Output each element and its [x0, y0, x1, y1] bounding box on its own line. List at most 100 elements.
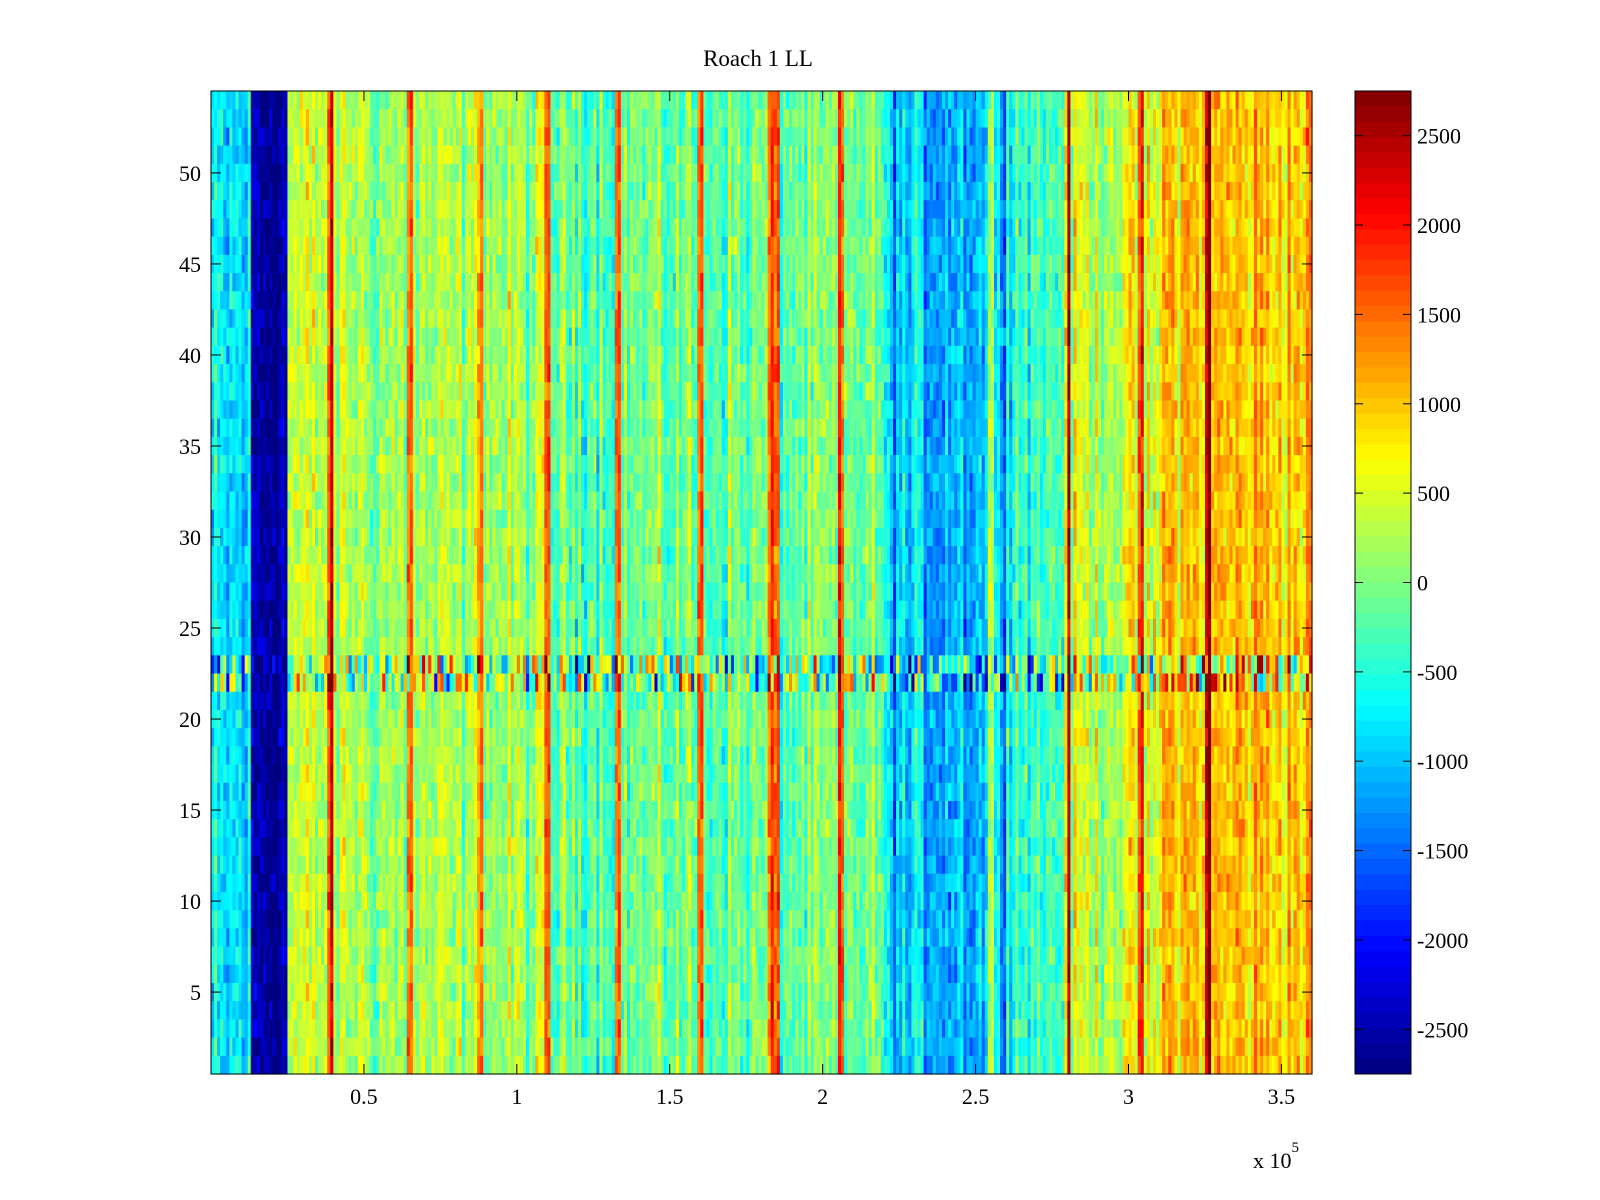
heatmap-cell — [415, 91, 420, 110]
heatmap-cell — [287, 273, 292, 292]
heatmap-cell — [437, 145, 441, 165]
heatmap-cell — [235, 200, 240, 220]
heatmap-cell — [232, 1055, 237, 1075]
heatmap-cell — [342, 1019, 347, 1039]
heatmap-cell — [253, 455, 258, 474]
heatmap-cell — [400, 910, 405, 929]
heatmap-cell — [299, 291, 304, 311]
heatmap-cell — [418, 127, 423, 147]
heatmap-cell — [464, 600, 469, 620]
heatmap-cell — [220, 327, 224, 347]
heatmap-cell — [406, 273, 411, 292]
heatmap-cell — [311, 982, 316, 1002]
heatmap-cell — [477, 273, 481, 292]
heatmap-cell — [461, 873, 466, 893]
heatmap-cell — [238, 309, 243, 329]
heatmap-cell — [385, 782, 389, 802]
heatmap-cell — [272, 855, 276, 875]
heatmap-cell — [470, 910, 475, 929]
heatmap-cell — [385, 837, 389, 857]
heatmap-cell — [357, 946, 362, 966]
heatmap-cell — [229, 837, 234, 857]
heatmap-cell — [269, 364, 273, 383]
heatmap-cell — [474, 582, 478, 602]
heatmap-cell — [330, 691, 334, 711]
heatmap-cell — [449, 891, 454, 911]
heatmap-cell — [226, 145, 230, 165]
heatmap-cell — [437, 254, 441, 274]
heatmap-cell — [345, 309, 350, 329]
heatmap-cell — [382, 364, 386, 383]
heatmap-cell — [284, 564, 289, 584]
heatmap-cell — [474, 964, 478, 984]
heatmap-cell — [394, 1001, 399, 1020]
heatmap-cell — [305, 236, 310, 256]
heatmap-cell — [470, 236, 475, 256]
heatmap-cell — [489, 928, 493, 948]
heatmap-cell — [262, 182, 267, 201]
heatmap-cell — [388, 982, 393, 1002]
heatmap-cell — [232, 709, 237, 729]
heatmap-cell — [379, 345, 383, 365]
heatmap-cell — [434, 382, 438, 402]
heatmap-cell — [363, 982, 368, 1002]
heatmap-cell — [275, 564, 279, 584]
heatmap-cell — [431, 364, 435, 383]
heatmap-cell — [324, 582, 328, 602]
heatmap-cell — [272, 546, 276, 565]
heatmap-cell — [363, 1037, 368, 1057]
heatmap-cell — [418, 345, 423, 365]
heatmap-cell — [379, 91, 383, 110]
heatmap-cell — [440, 200, 445, 220]
heatmap-cell — [220, 127, 224, 147]
heatmap-cell — [330, 309, 334, 329]
heatmap-cell — [256, 418, 261, 438]
heatmap-cell — [299, 946, 304, 966]
heatmap-cell — [370, 582, 374, 602]
heatmap-cell — [366, 236, 371, 256]
heatmap-cell — [366, 891, 371, 911]
heatmap-cell — [397, 509, 402, 529]
heatmap-cell — [443, 546, 448, 565]
heatmap-cell — [339, 837, 344, 857]
heatmap-cell — [489, 782, 493, 802]
heatmap-cell — [474, 200, 478, 220]
heatmap-cell — [247, 582, 252, 602]
heatmap-cell — [318, 163, 322, 183]
heatmap-cell — [418, 509, 423, 529]
heatmap-cell — [217, 182, 221, 201]
heatmap-cell — [388, 600, 393, 620]
heatmap-cell — [397, 800, 402, 820]
heatmap-cell — [474, 127, 478, 147]
heatmap-cell — [397, 637, 402, 656]
heatmap-cell — [461, 655, 466, 675]
heatmap-cell — [470, 873, 475, 893]
heatmap-cell — [428, 218, 432, 238]
heatmap-cell — [480, 1001, 484, 1020]
heatmap-cell — [330, 655, 334, 675]
heatmap-cell — [272, 291, 276, 311]
heatmap-cell — [474, 163, 478, 183]
heatmap-cell — [266, 782, 270, 802]
heatmap-cell — [388, 218, 393, 238]
heatmap-cell — [363, 200, 368, 220]
heatmap-cell — [217, 236, 221, 256]
heatmap-cell — [354, 637, 359, 656]
heatmap-cell — [235, 673, 240, 693]
heatmap-cell — [467, 218, 472, 238]
heatmap-cell — [455, 509, 460, 529]
heatmap-cell — [281, 109, 285, 128]
heatmap-cell — [354, 582, 359, 602]
heatmap-cell — [461, 163, 466, 183]
heatmap-cell — [443, 473, 448, 493]
heatmap-cell — [250, 964, 255, 984]
heatmap-cell — [214, 109, 218, 128]
heatmap-cell — [360, 1001, 365, 1020]
heatmap-cell — [305, 254, 310, 274]
heatmap-cell — [327, 91, 331, 110]
heatmap-cell — [281, 946, 285, 966]
heatmap-cell — [348, 455, 353, 474]
heatmap-cell — [412, 728, 417, 747]
heatmap-cell — [327, 236, 331, 256]
heatmap-cell — [308, 582, 313, 602]
